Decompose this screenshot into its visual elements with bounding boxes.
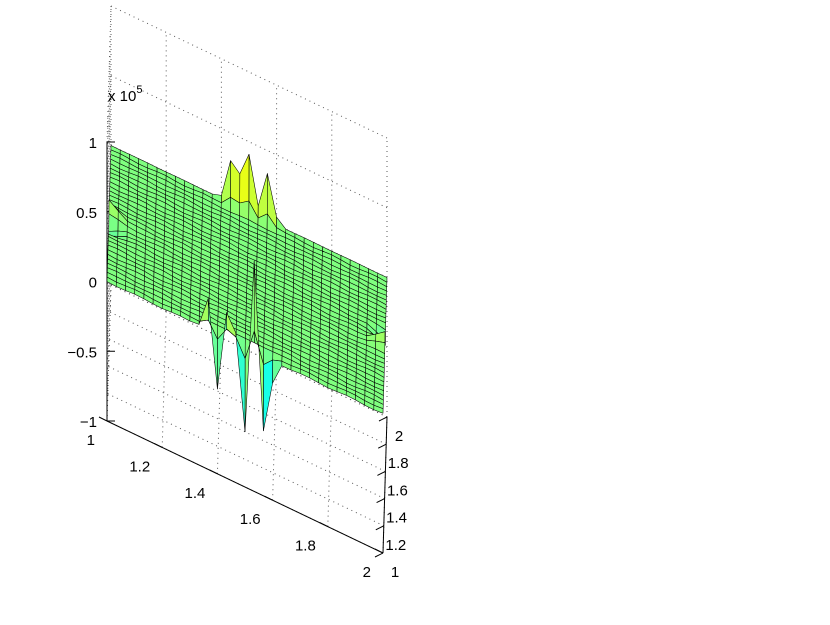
surface-cell bbox=[373, 404, 384, 414]
y-axis-line bbox=[382, 416, 388, 554]
surface-cell bbox=[263, 359, 273, 432]
x-tick-label: 1.8 bbox=[295, 538, 316, 555]
x-tick-mark bbox=[153, 442, 163, 448]
grid-line bbox=[110, 284, 388, 418]
grid-line bbox=[272, 364, 278, 501]
y-tick-mark bbox=[374, 552, 384, 558]
surface-cell bbox=[230, 160, 241, 204]
z-tick-label: −1 bbox=[80, 414, 97, 431]
surface-cell bbox=[117, 230, 128, 237]
y-tick-label: 1.2 bbox=[385, 537, 406, 554]
x-tick-label: 1.4 bbox=[185, 485, 206, 502]
grid-line bbox=[107, 393, 385, 527]
x-tick-label: 1.2 bbox=[129, 458, 150, 475]
surface-cell bbox=[257, 173, 268, 219]
y-tick-label: 1.8 bbox=[388, 455, 409, 472]
x-tick-mark bbox=[319, 522, 329, 528]
grid-line bbox=[108, 366, 385, 500]
grid-line bbox=[109, 311, 387, 445]
z-multiplier-label: x 105 bbox=[108, 84, 142, 105]
grid-line bbox=[110, 5, 388, 139]
x-tick-mark bbox=[98, 416, 108, 422]
y-tick-label: 1.6 bbox=[387, 482, 408, 499]
surface-cell bbox=[239, 154, 250, 204]
x-tick-mark bbox=[374, 548, 384, 554]
y-tick-mark bbox=[375, 525, 385, 531]
y-tick-label: 1 bbox=[391, 564, 399, 581]
x-tick-label: 2 bbox=[363, 564, 371, 581]
x-tick-label: 1.6 bbox=[240, 511, 261, 528]
y-tick-mark bbox=[376, 498, 385, 504]
surface-cell bbox=[106, 276, 117, 287]
grid-line bbox=[161, 311, 167, 448]
y-tick-mark bbox=[377, 443, 387, 449]
grid-line bbox=[109, 338, 386, 472]
surface-layer bbox=[106, 145, 388, 432]
x-tick-mark bbox=[264, 495, 273, 501]
y-tick-label: 1.4 bbox=[386, 510, 407, 527]
grid-line bbox=[327, 390, 333, 527]
x-tick-label: 1 bbox=[87, 432, 95, 449]
z-tick-label: 0 bbox=[89, 275, 97, 292]
x-axis-line bbox=[106, 420, 384, 554]
x-tick-mark bbox=[209, 469, 218, 475]
surface-cell bbox=[272, 359, 283, 384]
z-tick-label: 0.5 bbox=[76, 205, 97, 222]
tick-label-layer: −1 −0.5 0 0.5 1 1 1.2 1.4 1.6 1.8 2 1 1.2 1.4 1.6 1.8 2 bbox=[67, 135, 408, 581]
y-tick-mark bbox=[378, 416, 388, 422]
grid-line bbox=[110, 75, 388, 209]
y-tick-mark bbox=[377, 470, 386, 476]
surface-cell bbox=[221, 160, 231, 203]
z-tick-label: −0.5 bbox=[67, 344, 97, 361]
z-tick-label: 1 bbox=[89, 135, 97, 152]
y-tick-label: 2 bbox=[395, 428, 403, 445]
